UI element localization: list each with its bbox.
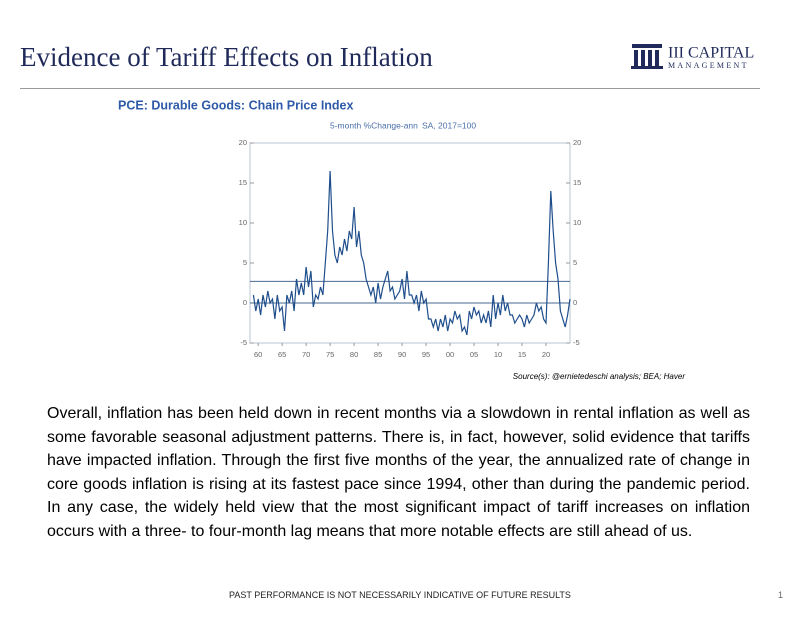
y-tick-label: -5 bbox=[240, 338, 247, 347]
title-rule bbox=[20, 88, 760, 89]
y-tick-label: 10 bbox=[239, 218, 247, 227]
y2-tick-label: 5 bbox=[573, 258, 577, 267]
y-tick-label: 0 bbox=[243, 298, 247, 307]
x-tick-label: 00 bbox=[446, 350, 454, 359]
logo-subtext: MANAGEMENT bbox=[668, 61, 749, 70]
x-tick-label: 60 bbox=[254, 350, 262, 359]
x-tick-label: 05 bbox=[470, 350, 478, 359]
logo-text: III CAPITAL bbox=[668, 45, 754, 62]
y2-tick-label: 0 bbox=[573, 298, 577, 307]
x-tick-label: 10 bbox=[494, 350, 502, 359]
y2-tick-label: 10 bbox=[573, 218, 581, 227]
chart-title: PCE: Durable Goods: Chain Price Index bbox=[118, 98, 354, 112]
y-tick-label: 15 bbox=[239, 178, 247, 187]
x-tick-label: 80 bbox=[350, 350, 358, 359]
x-tick-label: 75 bbox=[326, 350, 334, 359]
chart-subtitle: SA, 2017=100 bbox=[422, 120, 476, 130]
chart-subtitle: 5-month %Change-ann bbox=[330, 120, 418, 130]
data-line bbox=[252, 170, 571, 336]
x-tick-label: 90 bbox=[398, 350, 406, 359]
x-tick-label: 70 bbox=[302, 350, 310, 359]
x-tick-label: 15 bbox=[518, 350, 526, 359]
disclaimer: PAST PERFORMANCE IS NOT NECESSARILY INDI… bbox=[229, 590, 571, 600]
slide-title: Evidence of Tariff Effects on Inflation bbox=[20, 42, 433, 72]
plot-frame bbox=[249, 142, 571, 344]
x-tick-label: 95 bbox=[422, 350, 430, 359]
y2-tick-label: 20 bbox=[573, 138, 581, 147]
y2-tick-label: -5 bbox=[573, 338, 580, 347]
x-tick-label: 85 bbox=[374, 350, 382, 359]
chart-source: Source(s): @ernietedeschi analysis; BEA;… bbox=[513, 372, 686, 381]
y-tick-label: 5 bbox=[243, 258, 247, 267]
logo bbox=[631, 44, 663, 69]
body-text: Overall, inflation has been held down in… bbox=[47, 405, 750, 540]
chart: III CAPITAL MANAGEMENT PCE: Durable Good… bbox=[118, 44, 754, 381]
x-tick-label: 65 bbox=[278, 350, 286, 359]
y-tick-label: 20 bbox=[239, 138, 247, 147]
page-number: 1 bbox=[778, 590, 784, 600]
y2-tick-label: 15 bbox=[573, 178, 581, 187]
x-tick-label: 20 bbox=[542, 350, 550, 359]
